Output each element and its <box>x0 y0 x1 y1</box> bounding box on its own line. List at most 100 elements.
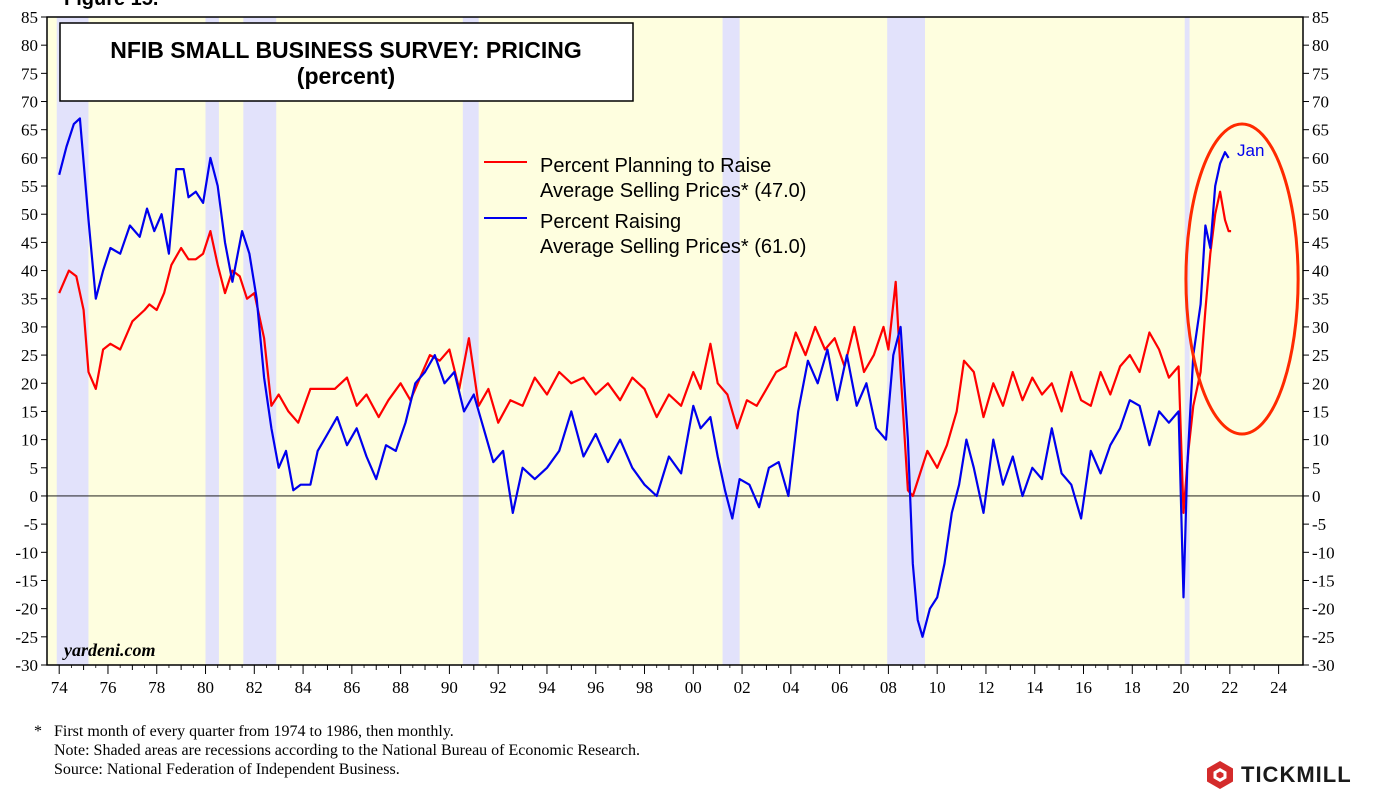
x-tick-label: 94 <box>538 678 556 697</box>
y-tick-label-right: -30 <box>1312 656 1335 675</box>
legend-label-raising-line2: Average Selling Prices* (61.0) <box>540 236 806 258</box>
recession-band <box>722 17 740 665</box>
x-tick-label: 00 <box>685 678 702 697</box>
footnote-asterisk: * First month of every quarter from 1974… <box>34 723 454 740</box>
y-tick-label-left: -10 <box>15 543 38 562</box>
y-tick-label-right: 25 <box>1312 346 1329 365</box>
y-tick-label-right: 20 <box>1312 374 1329 393</box>
y-tick-label-left: 70 <box>21 93 38 112</box>
x-tick-label: 04 <box>782 678 800 697</box>
y-tick-label-left: -15 <box>15 571 38 590</box>
x-tick-label: 22 <box>1221 678 1238 697</box>
watermark: yardeni.com <box>62 640 156 660</box>
y-tick-label-right: 0 <box>1312 487 1321 506</box>
x-tick-label: 98 <box>636 678 653 697</box>
y-tick-label-left: 0 <box>30 487 39 506</box>
jan-annotation: Jan <box>1237 141 1264 160</box>
title-box: NFIB SMALL BUSINESS SURVEY: PRICING (per… <box>59 22 634 102</box>
legend-label-planning-line2: Average Selling Prices* (47.0) <box>540 180 806 202</box>
highlight-ellipse <box>1184 122 1300 436</box>
y-tick-label-left: 75 <box>21 64 38 83</box>
x-tick-label: 12 <box>977 678 994 697</box>
chart-subtitle: (percent) <box>297 63 395 89</box>
figure-header-fragment: Figure 15. <box>64 0 158 10</box>
recession-band <box>205 17 219 665</box>
x-tick-label: 20 <box>1173 678 1190 697</box>
y-tick-label-left: 85 <box>21 8 38 27</box>
y-tick-label-left: 25 <box>21 346 38 365</box>
y-tick-label-right: 70 <box>1312 93 1329 112</box>
legend: Percent Planning to Raise Average Sellin… <box>484 155 806 258</box>
y-tick-label-left: 55 <box>21 177 38 196</box>
chart-title: NFIB SMALL BUSINESS SURVEY: PRICING <box>110 37 582 63</box>
y-tick-label-left: 30 <box>21 318 38 337</box>
footnotes: * First month of every quarter from 1974… <box>34 722 640 779</box>
x-tick-label: 88 <box>392 678 409 697</box>
y-tick-label-right: 5 <box>1312 459 1321 478</box>
y-tick-label-right: 35 <box>1312 290 1329 309</box>
x-tick-label: 90 <box>441 678 458 697</box>
x-tick-label: 08 <box>880 678 897 697</box>
y-tick-label-right: 65 <box>1312 121 1329 140</box>
y-tick-label-left: -5 <box>24 515 38 534</box>
y-tick-label-left: 35 <box>21 290 38 309</box>
y-tick-label-right: -10 <box>1312 543 1335 562</box>
recession-band <box>887 17 925 665</box>
x-tick-label: 18 <box>1124 678 1141 697</box>
x-tick-label: 14 <box>1026 678 1044 697</box>
x-tick-label: 02 <box>734 678 751 697</box>
y-tick-label-left: 60 <box>21 149 38 168</box>
y-tick-label-right: 80 <box>1312 36 1329 55</box>
legend-label-planning-line1: Percent Planning to Raise <box>540 155 771 177</box>
recession-band <box>1184 17 1190 665</box>
series-line-raising <box>58 117 1230 638</box>
y-tick-label-right: 50 <box>1312 205 1329 224</box>
x-tick-label: 82 <box>246 678 263 697</box>
y-tick-label-right: -20 <box>1312 600 1335 619</box>
y-tick-label-right: 10 <box>1312 431 1329 450</box>
x-tick-label: 86 <box>343 678 360 697</box>
x-tick-label: 80 <box>197 678 214 697</box>
y-tick-label-left: 50 <box>21 205 38 224</box>
recession-band <box>462 17 479 665</box>
y-tick-label-right: 40 <box>1312 262 1329 281</box>
y-tick-label-left: 10 <box>21 431 38 450</box>
y-tick-label-right: -5 <box>1312 515 1326 534</box>
x-tick-label: 76 <box>99 678 116 697</box>
y-tick-label-left: -30 <box>15 656 38 675</box>
y-tick-label-left: 40 <box>21 262 38 281</box>
x-tick-label: 24 <box>1270 678 1288 697</box>
y-tick-label-right: 60 <box>1312 149 1329 168</box>
x-tick-label: 16 <box>1075 678 1092 697</box>
legend-label-raising-line1: Percent Raising <box>540 211 681 233</box>
y-tick-label-right: 15 <box>1312 402 1329 421</box>
y-tick-label-right: 85 <box>1312 8 1329 27</box>
recession-band <box>56 17 89 665</box>
y-tick-label-left: 65 <box>21 121 38 140</box>
footnote-source: Source: National Federation of Independe… <box>34 761 400 778</box>
x-tick-label: 92 <box>490 678 507 697</box>
y-tick-label-right: 75 <box>1312 64 1329 83</box>
y-tick-label-right: -15 <box>1312 571 1335 590</box>
y-tick-label-left: -20 <box>15 600 38 619</box>
chart: Figure 15. 85858080757570706565606055555… <box>15 0 1335 697</box>
x-tick-label: 84 <box>295 678 313 697</box>
x-tick-label: 78 <box>148 678 165 697</box>
y-tick-label-left: 5 <box>30 459 39 478</box>
series-line-planning <box>58 190 1232 515</box>
y-tick-label-left: 15 <box>21 402 38 421</box>
tickmill-logo-icon <box>1207 761 1233 789</box>
x-tick-label: 96 <box>587 678 604 697</box>
plot-background <box>47 17 1303 665</box>
tickmill-logo: TICKMILL <box>1205 760 1352 790</box>
y-tick-label-left: 45 <box>21 233 38 252</box>
y-tick-label-right: 55 <box>1312 177 1329 196</box>
x-tick-label: 10 <box>929 678 946 697</box>
y-tick-label-right: -25 <box>1312 628 1335 647</box>
tickmill-logo-text: TICKMILL <box>1241 762 1352 787</box>
y-tick-label-left: -25 <box>15 628 38 647</box>
plot-frame <box>46 16 1304 666</box>
y-tick-label-left: 20 <box>21 374 38 393</box>
y-tick-label-right: 45 <box>1312 233 1329 252</box>
y-tick-label-left: 80 <box>21 36 38 55</box>
